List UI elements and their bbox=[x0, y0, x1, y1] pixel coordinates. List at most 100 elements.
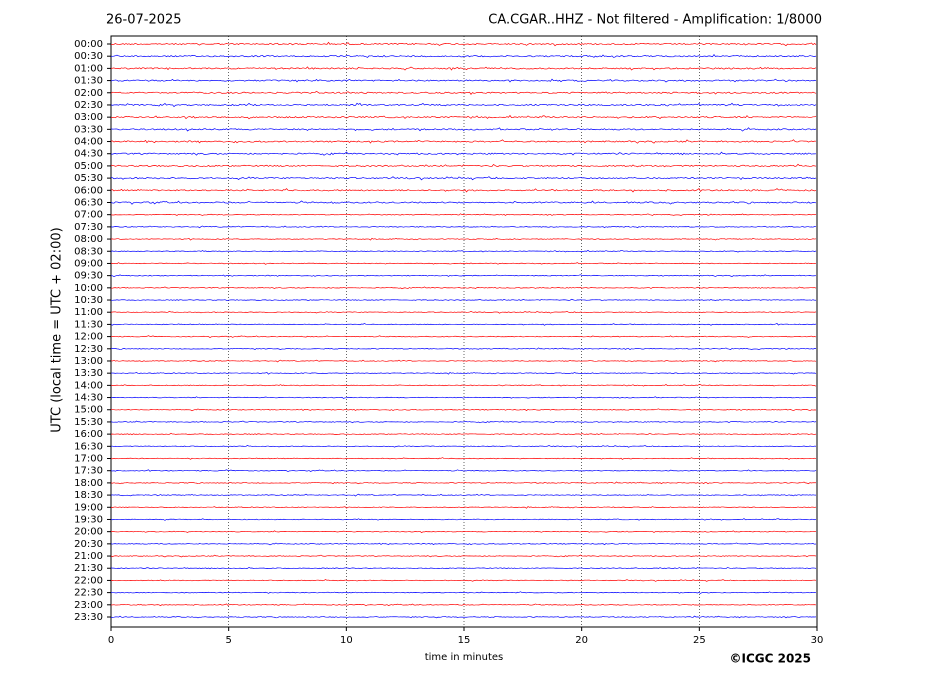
x-axis-label: time in minutes bbox=[425, 652, 504, 663]
y-tick-label: 21:00 bbox=[74, 551, 103, 562]
trace bbox=[110, 566, 817, 570]
trace bbox=[110, 139, 817, 144]
y-tick-label: 04:00 bbox=[74, 137, 103, 148]
y-tick-label: 02:30 bbox=[74, 100, 103, 111]
trace bbox=[110, 66, 817, 71]
x-tick-label: 20 bbox=[575, 635, 588, 646]
y-tick-label: 13:00 bbox=[74, 356, 103, 367]
y-tick-label: 14:00 bbox=[74, 380, 103, 391]
trace bbox=[110, 542, 817, 546]
date: 26-07-2025 bbox=[106, 13, 182, 28]
trace bbox=[110, 359, 817, 363]
y-tick-label: 09:30 bbox=[74, 271, 103, 282]
trace bbox=[110, 554, 817, 558]
trace bbox=[110, 591, 817, 594]
x-tick-label: 0 bbox=[108, 635, 114, 646]
trace bbox=[110, 151, 817, 156]
trace bbox=[111, 347, 817, 351]
copyright: ©ICGC 2025 bbox=[729, 652, 811, 666]
y-tick-label: 08:00 bbox=[74, 234, 103, 245]
y-tick-label: 07:30 bbox=[74, 222, 103, 233]
y-tick-label: 20:00 bbox=[74, 527, 103, 538]
trace bbox=[110, 114, 817, 120]
y-tick-label: 13:30 bbox=[74, 368, 103, 379]
y-tick-label: 04:30 bbox=[74, 149, 103, 160]
y-tick-label: 01:30 bbox=[74, 76, 103, 87]
y-tick-label: 06:00 bbox=[74, 185, 103, 196]
x-tick-label: 15 bbox=[458, 635, 471, 646]
y-tick-label: 07:00 bbox=[74, 210, 103, 221]
trace bbox=[110, 603, 817, 607]
trace bbox=[110, 163, 817, 168]
trace bbox=[110, 200, 817, 205]
trace bbox=[110, 518, 817, 521]
trace bbox=[110, 335, 817, 338]
trace bbox=[110, 213, 817, 216]
plot-frame bbox=[110, 35, 818, 628]
trace bbox=[110, 408, 817, 412]
y-tick-label: 19:30 bbox=[74, 514, 103, 525]
x-tick-label: 10 bbox=[340, 635, 353, 646]
trace bbox=[110, 176, 817, 181]
y-tick-label: 18:00 bbox=[74, 478, 103, 489]
y-tick-label: 03:30 bbox=[74, 124, 103, 135]
trace bbox=[110, 41, 817, 47]
trace bbox=[110, 445, 817, 448]
trace bbox=[110, 579, 817, 582]
y-tick-label: 18:30 bbox=[74, 490, 103, 501]
y-tick-label: 00:00 bbox=[74, 39, 103, 50]
y-tick-label: 10:00 bbox=[74, 283, 103, 294]
trace bbox=[110, 90, 817, 95]
trace bbox=[110, 310, 817, 314]
y-tick-label: 08:30 bbox=[74, 246, 103, 257]
y-tick-label: 20:30 bbox=[74, 539, 103, 550]
x-tick-label: 30 bbox=[811, 635, 824, 646]
trace bbox=[110, 384, 817, 387]
trace bbox=[110, 249, 817, 253]
trace bbox=[110, 78, 817, 83]
y-tick-label: 05:30 bbox=[74, 173, 103, 184]
y-tick-label: 21:30 bbox=[74, 563, 103, 574]
trace bbox=[110, 298, 817, 301]
trace bbox=[110, 530, 817, 533]
y-axis-label: UTC (local time = UTC + 02:00) bbox=[50, 227, 65, 432]
y-tick-label: 12:30 bbox=[74, 344, 103, 355]
trace bbox=[110, 274, 817, 277]
trace bbox=[110, 54, 817, 58]
y-tick-label: 11:30 bbox=[74, 319, 103, 330]
y-tick-label: 23:30 bbox=[74, 612, 103, 623]
y-tick-label: 06:30 bbox=[74, 197, 103, 208]
trace bbox=[110, 286, 817, 290]
trace bbox=[110, 432, 817, 436]
y-tick-label: 17:00 bbox=[74, 454, 103, 465]
y-tick-label: 15:30 bbox=[74, 417, 103, 428]
chart-title: CA.CGAR..HHZ - Not filtered - Amplificat… bbox=[488, 13, 822, 28]
trace bbox=[110, 469, 817, 473]
y-tick-label: 14:30 bbox=[74, 393, 103, 404]
y-tick-label: 17:30 bbox=[74, 466, 103, 477]
trace bbox=[110, 506, 817, 509]
y-tick-label: 16:30 bbox=[74, 441, 103, 452]
y-tick-label: 03:00 bbox=[74, 112, 103, 123]
trace bbox=[110, 493, 817, 497]
trace bbox=[110, 225, 817, 229]
y-tick-label: 09:00 bbox=[74, 258, 103, 269]
trace bbox=[110, 262, 817, 265]
y-tick-label: 15:00 bbox=[74, 405, 103, 416]
trace bbox=[110, 102, 817, 108]
y-tick-label: 00:30 bbox=[74, 51, 103, 62]
y-tick-label: 16:00 bbox=[74, 429, 103, 440]
y-tick-label: 19:00 bbox=[74, 502, 103, 513]
trace bbox=[110, 457, 817, 460]
y-tick-label: 05:00 bbox=[74, 161, 103, 172]
y-tick-label: 01:00 bbox=[74, 63, 103, 74]
trace bbox=[110, 481, 816, 485]
x-tick-label: 25 bbox=[693, 635, 706, 646]
y-tick-label: 12:00 bbox=[74, 332, 103, 343]
y-tick-label: 22:00 bbox=[74, 575, 103, 586]
trace bbox=[110, 615, 817, 619]
y-tick-label: 23:00 bbox=[74, 600, 103, 611]
trace bbox=[110, 127, 817, 132]
trace bbox=[110, 420, 817, 424]
